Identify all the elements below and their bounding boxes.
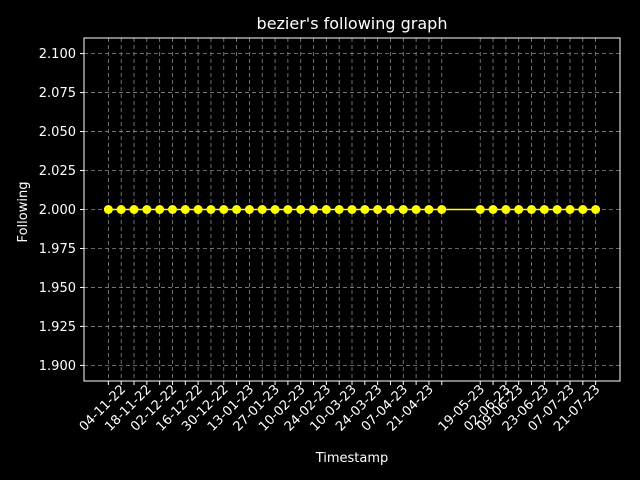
data-point bbox=[398, 205, 408, 214]
y-tick-label: 1.975 bbox=[39, 242, 76, 257]
data-point bbox=[116, 205, 126, 214]
data-point bbox=[244, 205, 254, 214]
y-tick-label: 2.100 bbox=[39, 47, 76, 62]
data-point bbox=[232, 205, 242, 214]
y-tick-label: 2.000 bbox=[39, 203, 76, 218]
data-point bbox=[296, 205, 306, 214]
data-point bbox=[488, 205, 498, 214]
y-axis-label: Following bbox=[16, 182, 31, 243]
data-point bbox=[334, 205, 344, 214]
data-point bbox=[539, 205, 549, 214]
data-point bbox=[385, 205, 395, 214]
data-point bbox=[219, 205, 229, 214]
data-point bbox=[578, 205, 588, 214]
data-point bbox=[514, 205, 524, 214]
y-tick-label: 1.925 bbox=[39, 320, 76, 335]
data-point bbox=[129, 205, 139, 214]
data-point bbox=[591, 205, 601, 214]
data-point bbox=[283, 205, 293, 214]
chart-title: bezier's following graph bbox=[257, 14, 448, 33]
data-point bbox=[103, 205, 113, 214]
y-tick-label: 2.050 bbox=[39, 125, 76, 140]
data-point bbox=[321, 205, 331, 214]
data-point bbox=[167, 205, 177, 214]
data-point bbox=[270, 205, 280, 214]
data-point bbox=[257, 205, 267, 214]
data-point bbox=[527, 205, 537, 214]
series-following bbox=[103, 205, 601, 214]
data-point bbox=[206, 205, 216, 214]
y-tick-label: 1.950 bbox=[39, 281, 76, 296]
data-point bbox=[193, 205, 203, 214]
data-point bbox=[475, 205, 485, 214]
data-point bbox=[437, 205, 447, 214]
y-tick-label: 1.900 bbox=[39, 359, 76, 374]
y-tick-label: 2.025 bbox=[39, 164, 76, 179]
data-point bbox=[180, 205, 190, 214]
data-point bbox=[424, 205, 434, 214]
x-axis-label: Timestamp bbox=[315, 451, 389, 466]
x-axis: 04-11-2218-11-2202-12-2216-12-2230-12-22… bbox=[77, 381, 603, 435]
data-point bbox=[155, 205, 165, 214]
y-axis: 1.900 1.925 1.950 1.975 2.000 2.025 2.050 2.075… bbox=[39, 47, 84, 374]
data-point bbox=[142, 205, 152, 214]
data-point bbox=[360, 205, 370, 214]
data-point bbox=[411, 205, 421, 214]
data-point bbox=[347, 205, 357, 214]
data-point bbox=[565, 205, 575, 214]
data-point bbox=[309, 205, 319, 214]
y-tick-label: 2.075 bbox=[39, 86, 76, 101]
data-point bbox=[373, 205, 383, 214]
data-point bbox=[501, 205, 511, 214]
data-point bbox=[552, 205, 562, 214]
